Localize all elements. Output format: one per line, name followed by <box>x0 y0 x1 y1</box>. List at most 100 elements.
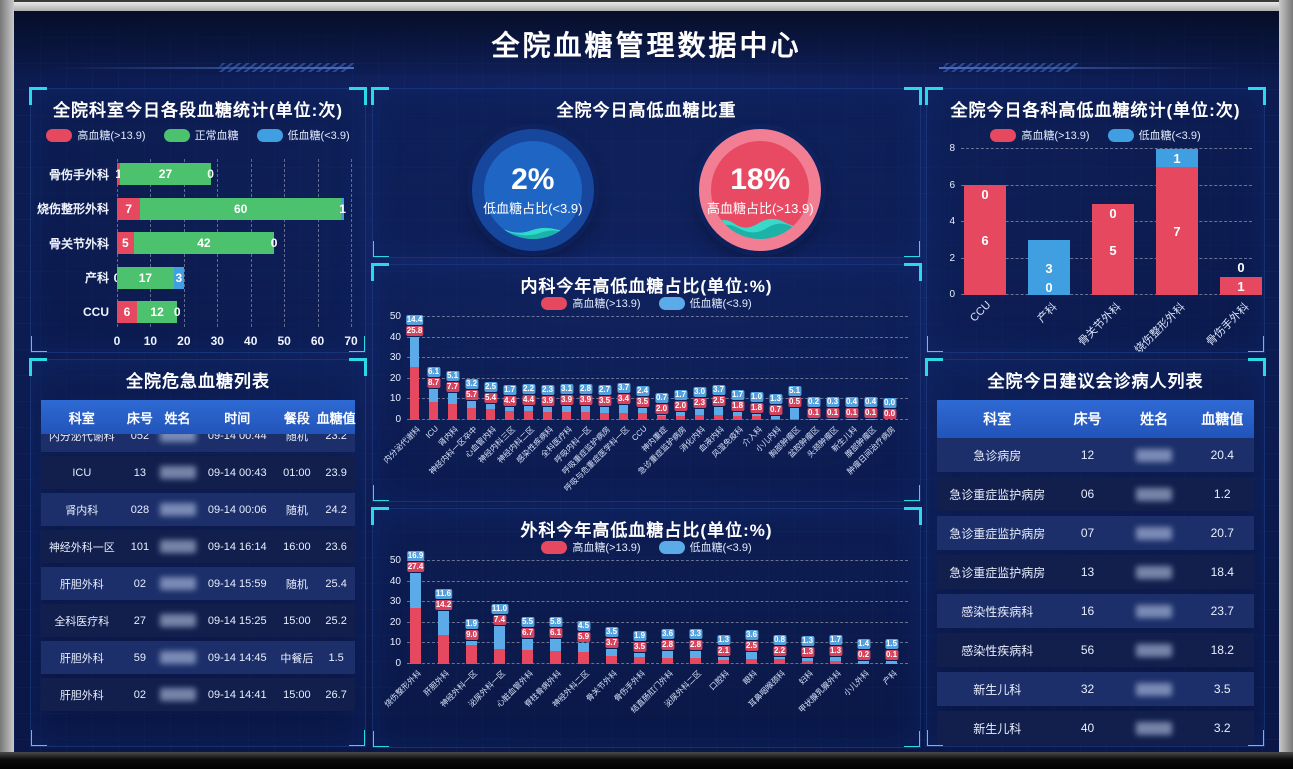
bar-segment-high <box>410 608 421 664</box>
legend-swatch <box>541 296 568 310</box>
gauge-row: 2% 低血糖占比(<3.9) 18% 高血糖占比(>13.9) <box>373 129 920 251</box>
panel-consult-list: 全院今日建议会诊病人列表 科室 床号 姓名 血糖值 急诊病房 12 20.4 急诊重症监护病房… <box>925 358 1266 747</box>
table-cell: 23.6 <box>325 540 347 553</box>
panel-surgery-year: 外科今年高低血糖占比(单位:%) 高血糖(>13.9) 低血糖(<3.9) 0 10… <box>371 507 922 748</box>
gauge-label: 低血糖占比(<3.9) <box>483 200 583 216</box>
legend: 高血糖(>13.9) 低血糖(<3.9) <box>373 539 920 555</box>
bar-track: 1 27 0 <box>115 163 351 185</box>
table-row: 肝胆外科 02 09-14 15:59 随机 25.4 <box>41 567 355 600</box>
legend-label: 低血糖(<3.9) <box>287 130 350 142</box>
legend-swatch <box>163 128 190 142</box>
redacted-name <box>1136 565 1173 579</box>
bars: 14.4 25.8 内分泌代谢科 6.1 8.7 ICU 5.1 7.7 肾内科 3.2 5.7 神经… <box>381 315 908 493</box>
legend-swatch <box>256 128 283 142</box>
low-value-label: 3.7 <box>616 383 631 393</box>
bar: 0 6 CCU <box>964 149 1006 324</box>
table-cell: 随机 <box>285 434 308 443</box>
low-value-label: 1.3 <box>768 394 783 404</box>
bar-segment-low <box>429 389 438 402</box>
glucose-ratio-gauges: 2% 低血糖占比(<3.9) 18% 高血糖占比(>13.9) <box>373 129 920 251</box>
table-cell: 26.7 <box>325 688 347 701</box>
table-header-cell: 姓名 <box>1140 411 1169 427</box>
bar: 0.2 0.1 盆腔肿瘤区 <box>786 317 821 459</box>
bar: 6.1 8.7 ICU <box>424 317 441 440</box>
bar-value-label: 5 <box>122 236 129 250</box>
bar-value-label: 3 <box>175 270 183 285</box>
high-value-label: 6.7 <box>520 628 535 638</box>
low-value-label: 3.2 <box>464 379 479 389</box>
high-value-label: 5.4 <box>483 393 498 403</box>
bar: 1.9 3.5 骨伤手外科 <box>612 561 647 703</box>
bar-segment: 1 <box>339 197 346 220</box>
bar-value-labels: 0.8 2.2 <box>772 635 787 656</box>
low-value-label: 3.1 <box>559 384 574 394</box>
internal-year-chart: 0 10 20 30 40 50 14.4 25.8 内分泌代谢科 6.1 8.7 ICU 5.1 7.7… <box>373 311 920 493</box>
bar-segment-low <box>638 408 647 413</box>
gridline <box>961 184 1252 186</box>
high-value-label: 0.1 <box>863 408 878 418</box>
bar: 0.0 0.0 肿瘤日间治疗病房 <box>845 317 897 476</box>
y-axis-tick: 2 <box>949 252 955 264</box>
bar-segment-high <box>429 402 438 420</box>
bar-segment-low <box>494 626 505 649</box>
bar: 3 0 产科 <box>1028 149 1070 325</box>
bar-value-label: 12 <box>150 305 164 319</box>
bar-segment-high <box>524 411 533 420</box>
high-value-label: 1.3 <box>800 647 815 657</box>
table-cell: 07 <box>1080 526 1095 540</box>
bezel-bottom <box>0 752 1293 769</box>
bar-segment-low <box>543 407 552 412</box>
bar-segment-high <box>690 658 701 664</box>
bar-value-labels: 0.7 2.0 <box>654 393 669 414</box>
bar: 1.9 9.0 神经外科一区 <box>438 561 479 709</box>
low-value-label: 0 <box>981 187 989 202</box>
legend: 高血糖(>13.9) 低血糖(<3.9) <box>373 295 920 311</box>
bar-value-labels: 1.7 4.4 <box>502 385 517 406</box>
plot-area: 0 2 4 6 8 0 6 CCU 3 0 产科 0 5 骨关节外科 1 7 烧伤整形外科 0 1 骨伤手外科 <box>949 143 1262 352</box>
table-cell: 09-14 00:06 <box>207 503 267 516</box>
table-cell: 感染性疾病科 <box>961 604 1034 619</box>
redacted-name <box>1136 604 1173 618</box>
high-value-label: 8.7 <box>426 378 441 388</box>
high-value-label: 0.1 <box>825 408 840 418</box>
table-cell: 13 <box>1080 565 1095 579</box>
table-cell: 15:00 <box>283 688 311 701</box>
table-cell: 23.9 <box>325 466 347 479</box>
bar-segment-low <box>606 649 617 656</box>
dept-today-chart: 0 10 20 30 40 50 60 70 骨伤手外科 1 27 0 烧伤整形外科 7 60 1 骨关节外科 5… <box>31 159 365 348</box>
gridline <box>407 357 908 359</box>
bar: 5.8 6.1 脊柱骨病外科 <box>522 561 563 709</box>
bar-segment-high <box>438 635 449 664</box>
bar-segment-high <box>467 408 476 420</box>
plot-area: 0 10 20 30 40 50 16.9 27.4 烧伤整形外科 11.6 14.2 肝胆外科 1.9… <box>382 551 908 715</box>
legend-label: 低血糖(<3.9) <box>689 542 752 554</box>
y-axis-tick: 30 <box>389 352 401 364</box>
bar-value-labels: 1.9 9.0 <box>464 619 479 640</box>
x-axis-label: 眼科 <box>740 668 759 687</box>
category-label: 骨关节外科 <box>48 236 109 251</box>
table-cell: 随机 <box>285 578 308 591</box>
high-value-label: 3.7 <box>604 638 619 648</box>
bar-segment-low <box>676 412 685 416</box>
redacted-name <box>159 540 196 553</box>
legend-label: 高血糖(>13.9) <box>572 542 641 554</box>
bar-segment-high <box>964 185 1006 295</box>
bar-segment-high <box>771 419 780 420</box>
bar-value-labels: 3.3 2.8 <box>688 629 703 650</box>
low-value-label: 2.2 <box>521 384 536 394</box>
table-cell: 25.2 <box>325 614 347 627</box>
plot-area: 0 10 20 30 40 50 60 70 骨伤手外科 1 27 0 烧伤整形外科 7 60 1 骨关节外科 5… <box>37 159 358 348</box>
bar-track: 0173 <box>114 266 351 289</box>
table-cell: 32 <box>1080 682 1095 696</box>
bar-segment-low <box>438 611 449 635</box>
table-cell <box>157 503 198 516</box>
x-axis-tick: 30 <box>210 334 224 348</box>
bar-segment: 17 <box>117 266 174 289</box>
bar-value-labels: 1.5 0.1 <box>884 639 899 660</box>
bar-segment-low <box>714 407 723 415</box>
bar-segment-high <box>562 412 571 420</box>
bar-segment-high <box>695 415 704 420</box>
table-row: 急诊重症监护病房 06 1.2 <box>937 477 1254 511</box>
low-value-label: 0.8 <box>772 635 787 645</box>
